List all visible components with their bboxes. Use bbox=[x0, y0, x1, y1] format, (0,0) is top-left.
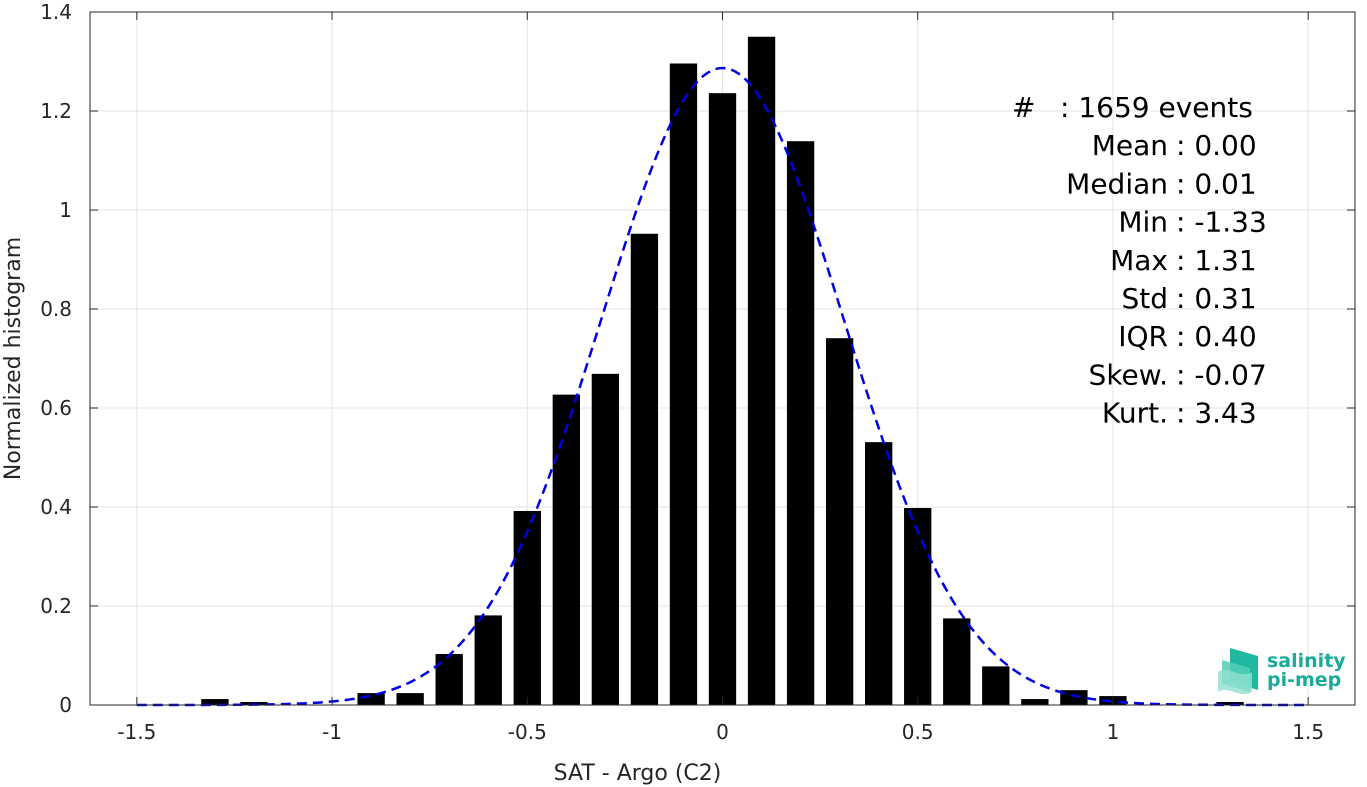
y-tick-label: 0.2 bbox=[40, 594, 72, 618]
y-tick-label: 0 bbox=[59, 693, 72, 717]
histogram-bar bbox=[669, 63, 698, 706]
y-tick-label: 0.4 bbox=[40, 495, 72, 519]
stat-value: : 0.01 bbox=[1176, 167, 1257, 200]
y-axis-ticks: 0 0.2 0.4 0.6 0.8 1 1.2 1.4 bbox=[40, 0, 1355, 717]
histogram-bar bbox=[1216, 702, 1244, 705]
histogram-bar bbox=[786, 141, 815, 705]
y-axis-label: Normalized histogram bbox=[1, 237, 26, 480]
logo-text-line1: salinity bbox=[1267, 650, 1346, 672]
x-tick-label: 0 bbox=[716, 720, 729, 744]
histogram-bar bbox=[1060, 690, 1088, 705]
histogram-bar bbox=[513, 510, 541, 705]
stat-label: # bbox=[1012, 91, 1035, 124]
logo-emblem-icon bbox=[1218, 648, 1258, 695]
histogram-bar bbox=[1021, 699, 1049, 705]
histogram-bar bbox=[396, 693, 424, 705]
y-tick-label: 1.4 bbox=[40, 0, 72, 24]
x-tick-label: -1 bbox=[322, 720, 342, 744]
histogram-bar bbox=[708, 93, 737, 706]
histogram-bar bbox=[474, 615, 502, 705]
stat-value: : 0.40 bbox=[1176, 320, 1257, 353]
x-tick-label: 1 bbox=[1107, 720, 1120, 744]
histogram-bar bbox=[591, 373, 620, 705]
stat-label: Mean bbox=[1092, 129, 1168, 162]
x-tick-label: -0.5 bbox=[508, 720, 547, 744]
histogram-bar bbox=[865, 442, 893, 705]
histogram-bar bbox=[943, 618, 971, 705]
y-tick-label: 0.6 bbox=[40, 396, 72, 420]
histogram-bar bbox=[747, 36, 776, 705]
x-tick-label: -1.5 bbox=[117, 720, 156, 744]
histogram-bar bbox=[201, 699, 229, 705]
stat-label: IQR bbox=[1118, 320, 1168, 353]
stat-value: : 3.43 bbox=[1176, 397, 1257, 430]
stat-label: Min bbox=[1118, 206, 1168, 239]
logo-text-line2: pi-mep bbox=[1267, 669, 1341, 691]
salinity-pi-mep-logo: salinity pi-mep bbox=[1218, 648, 1346, 695]
stat-value: : -0.07 bbox=[1176, 358, 1267, 391]
histogram-bar bbox=[904, 507, 932, 705]
stat-label: Kurt. bbox=[1102, 397, 1168, 430]
x-tick-label: 0.5 bbox=[902, 720, 934, 744]
stat-label: Std bbox=[1121, 282, 1168, 315]
y-tick-label: 1.2 bbox=[40, 99, 72, 123]
y-tick-label: 1 bbox=[59, 198, 72, 222]
y-tick-label: 0.8 bbox=[40, 297, 72, 321]
histogram-bar bbox=[435, 654, 463, 705]
stat-value: : 1.31 bbox=[1176, 244, 1257, 277]
stat-value: : 0.31 bbox=[1176, 282, 1257, 315]
histogram-bar bbox=[552, 394, 580, 705]
stat-value: : 0.00 bbox=[1176, 129, 1257, 162]
histogram-bar bbox=[982, 666, 1010, 705]
stat-value: : -1.33 bbox=[1176, 206, 1267, 239]
x-axis-ticks: -1.5 -1 -0.5 0 0.5 1 1.5 bbox=[117, 12, 1324, 744]
stat-label: Skew. bbox=[1089, 358, 1168, 391]
x-axis-label: SAT - Argo (C2) bbox=[554, 761, 722, 786]
histogram-bar bbox=[825, 338, 854, 705]
stat-value: : 1659 events bbox=[1060, 91, 1253, 124]
stat-label: Max bbox=[1110, 244, 1168, 277]
stat-label: Median bbox=[1066, 167, 1168, 200]
histogram-bar bbox=[630, 233, 659, 705]
histogram-bars bbox=[201, 36, 1244, 706]
histogram-bar bbox=[357, 693, 385, 705]
x-tick-label: 1.5 bbox=[1292, 720, 1324, 744]
